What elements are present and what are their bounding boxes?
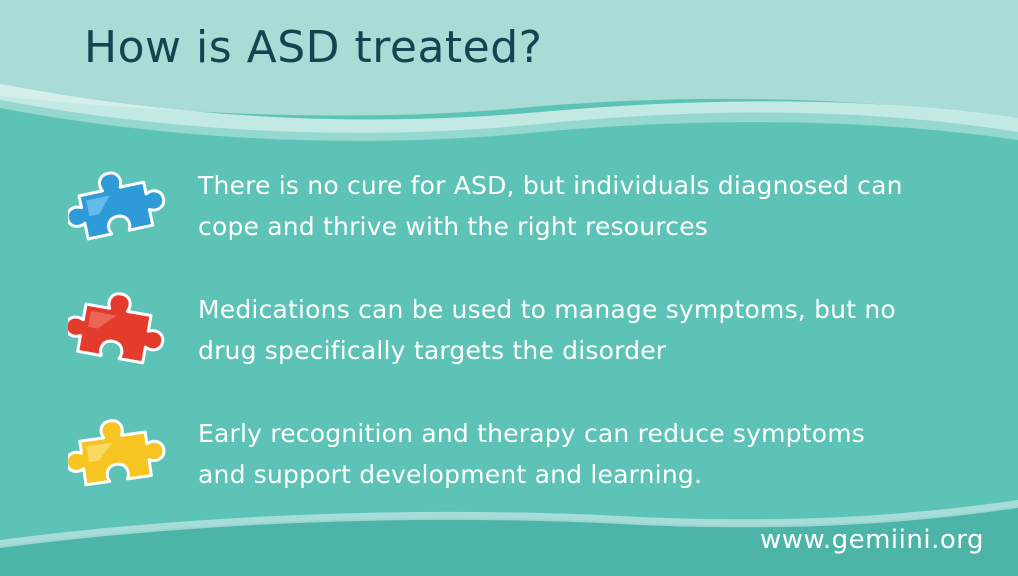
header-wave-thin xyxy=(0,100,1018,141)
red-puzzle-piece-icon xyxy=(68,292,165,365)
header-wave xyxy=(0,84,1018,133)
bullet-text: Early recognition and therapy can reduce… xyxy=(198,419,866,489)
bullet-text: There is no cure for ASD, but individual… xyxy=(198,171,903,241)
yellow-puzzle-piece-icon xyxy=(68,419,166,487)
footer-band xyxy=(0,506,1018,576)
header-band xyxy=(0,0,1018,118)
footer-wave xyxy=(0,500,1018,548)
slide-title: How is ASD treated? xyxy=(84,22,543,73)
blue-puzzle-piece-icon xyxy=(68,171,166,241)
footer-url: www.gemiini.org xyxy=(759,525,984,555)
bullet-text: Medications can be used to manage sympto… xyxy=(198,295,896,365)
